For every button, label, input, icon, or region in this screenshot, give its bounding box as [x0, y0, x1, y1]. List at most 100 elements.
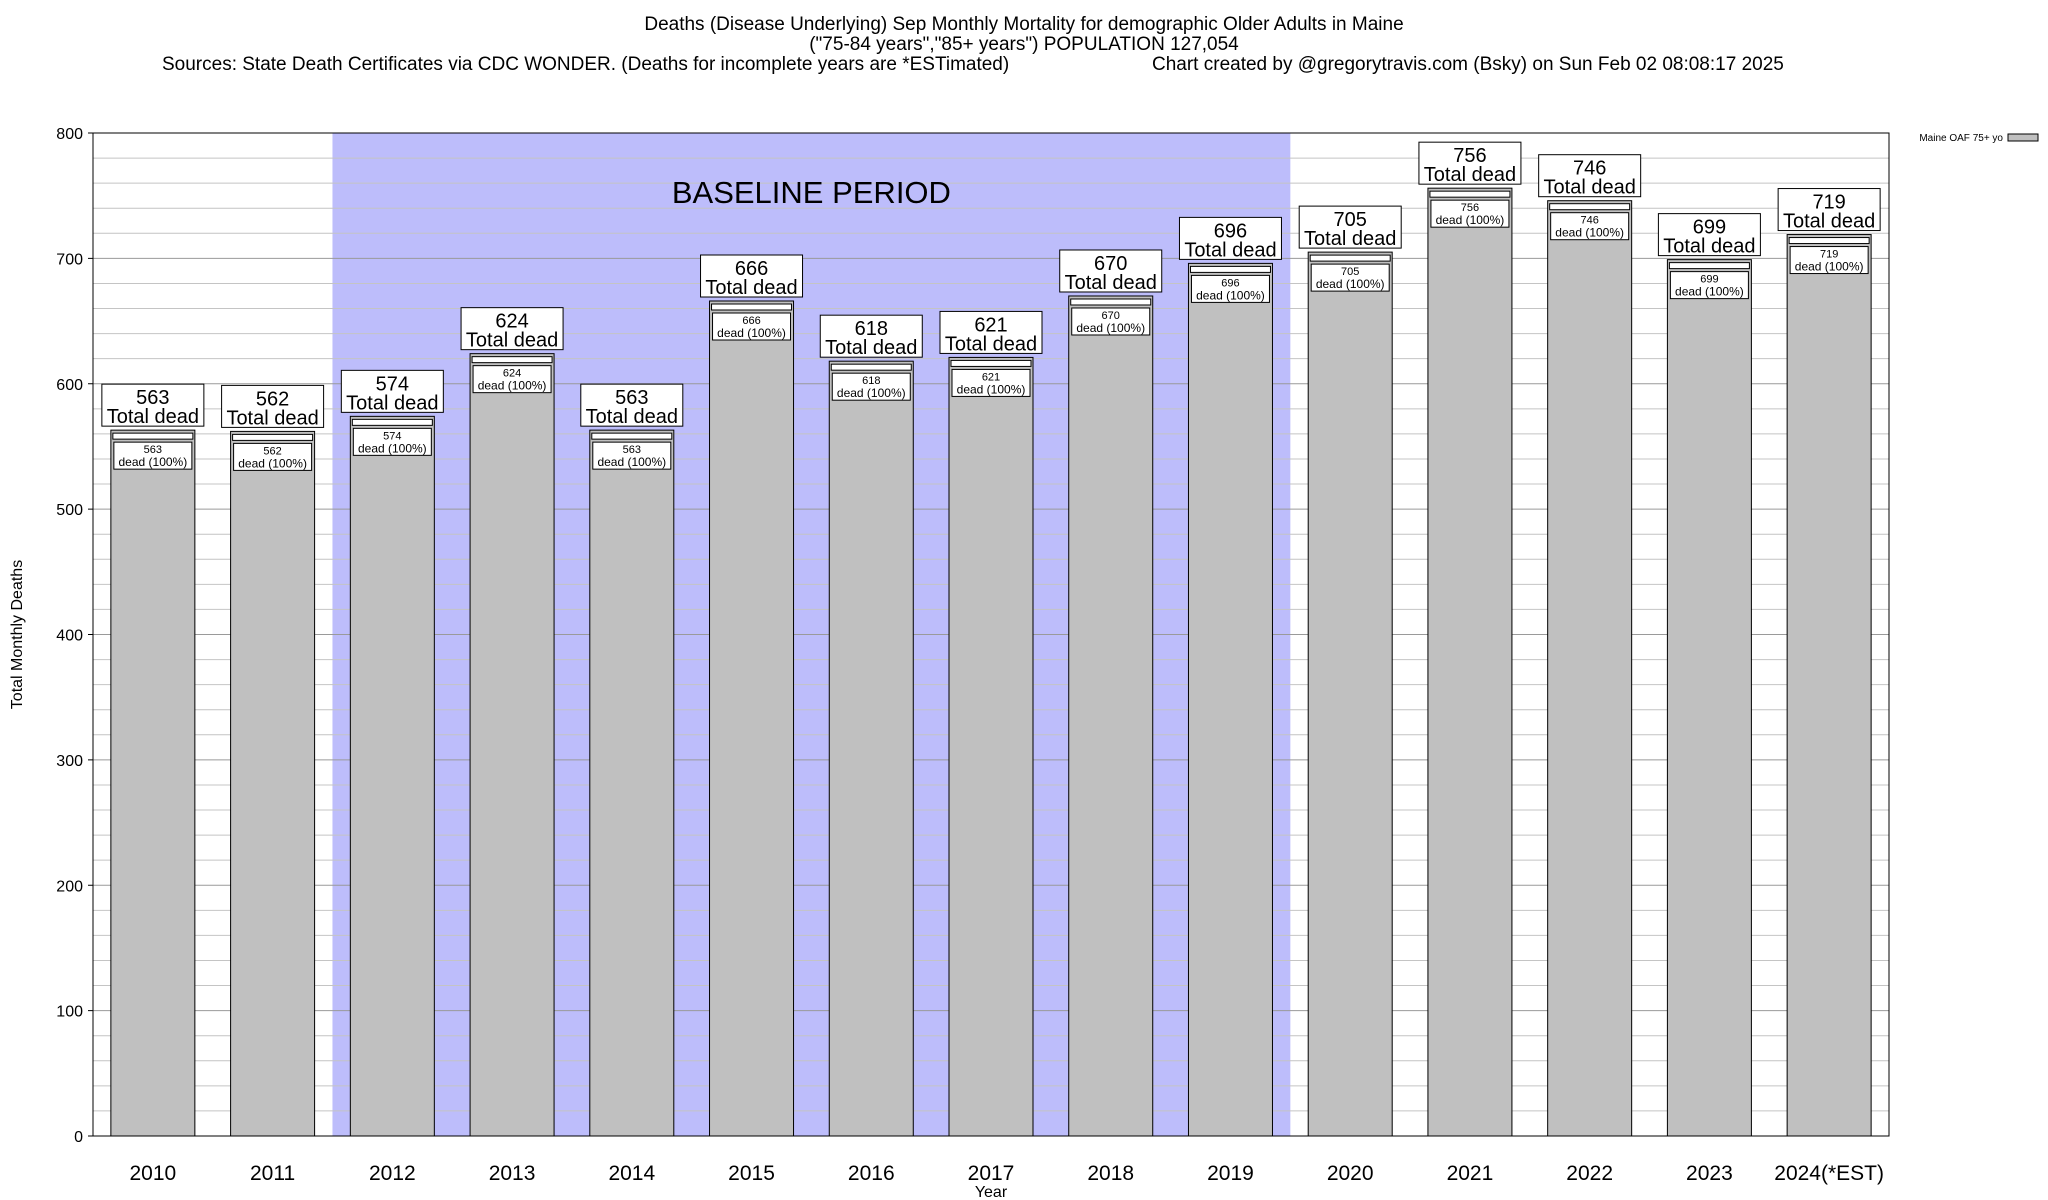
- total-label-box: [1059, 249, 1163, 293]
- inner-label-box: [831, 372, 911, 401]
- inner-value-label: 624: [503, 368, 521, 380]
- chart-subtitle: ("75-84 years","85+ years") POPULATION 1…: [809, 34, 1239, 55]
- bar-2023: [1666, 259, 1752, 1137]
- bar-2019: [1187, 262, 1273, 1137]
- inner-pct-label: dead (100%): [957, 382, 1026, 396]
- bar-2012: [349, 415, 435, 1137]
- x-tick-label: 2012: [369, 1162, 416, 1185]
- total-label-box: [819, 314, 923, 358]
- bar-2014: [589, 429, 675, 1137]
- inner-pct-label: dead (100%): [478, 379, 547, 393]
- inner-value-label: 666: [742, 315, 760, 327]
- bar-2011: [230, 430, 316, 1137]
- total-value-label: 574: [376, 373, 409, 395]
- bar-cap: [950, 359, 1032, 367]
- baseline-period-label: BASELINE PERIOD: [672, 175, 951, 210]
- total-value-label: 670: [1094, 253, 1127, 275]
- x-tick-label: 2015: [728, 1162, 775, 1185]
- inner-label-box: [1789, 246, 1869, 275]
- total-value-label: 719: [1812, 192, 1845, 214]
- inner-value-label: 756: [1461, 202, 1479, 214]
- total-dead-label: Total dead: [107, 406, 199, 428]
- bar-cap: [1788, 237, 1870, 245]
- y-tick-label: 300: [56, 753, 83, 770]
- total-value-label: 563: [136, 387, 169, 409]
- inner-value-label: 563: [144, 444, 162, 456]
- inner-pct-label: dead (100%): [1436, 213, 1505, 227]
- total-value-label: 563: [615, 387, 648, 409]
- x-tick-label: 2018: [1087, 1162, 1134, 1185]
- total-value-label: 618: [855, 318, 888, 340]
- inner-label-box: [1430, 199, 1510, 228]
- bar-2010: [110, 429, 196, 1137]
- inner-pct-label: dead (100%): [837, 386, 906, 400]
- total-dead-label: Total dead: [1663, 236, 1755, 258]
- total-value-label: 624: [495, 311, 528, 333]
- inner-label-box: [1669, 271, 1749, 300]
- x-tick-label: 2020: [1327, 1162, 1374, 1185]
- bar-cap: [830, 363, 912, 371]
- x-tick-label: 2013: [489, 1162, 536, 1185]
- bar-cap: [1309, 254, 1391, 262]
- bar-cap: [1429, 190, 1511, 198]
- total-label-box: [1298, 205, 1402, 249]
- total-value-label: 746: [1573, 158, 1606, 180]
- bar-cap: [471, 356, 553, 364]
- source-note: Sources: State Death Certificates via CD…: [162, 54, 1010, 75]
- bar-cap: [351, 418, 433, 426]
- x-tick-label: 2017: [968, 1162, 1015, 1185]
- bar-cap: [1189, 265, 1271, 273]
- bar-cap: [1668, 262, 1750, 270]
- total-dead-label: Total dead: [466, 330, 558, 352]
- total-value-label: 621: [974, 314, 1007, 336]
- total-dead-label: Total dead: [825, 337, 917, 359]
- chart-title: Deaths (Disease Underlying) Sep Monthly …: [644, 14, 1404, 35]
- bar-2022: [1547, 200, 1633, 1137]
- inner-pct-label: dead (100%): [717, 326, 786, 340]
- x-tick-label: 2022: [1566, 1162, 1613, 1185]
- total-value-label: 699: [1693, 217, 1726, 239]
- inner-pct-label: dead (100%): [119, 455, 188, 469]
- total-label-box: [460, 307, 564, 351]
- y-tick-label: 700: [56, 251, 83, 268]
- bar-cap: [232, 433, 314, 441]
- total-value-label: 756: [1453, 145, 1486, 167]
- inner-value-label: 562: [263, 445, 281, 457]
- inner-pct-label: dead (100%): [1795, 260, 1864, 274]
- x-tick-label: 2019: [1207, 1162, 1254, 1185]
- total-label-box: [340, 369, 444, 413]
- bar-2021: [1427, 187, 1513, 1137]
- bar-cap: [1070, 298, 1152, 306]
- bar-2017: [948, 356, 1034, 1137]
- total-value-label: 562: [256, 388, 289, 410]
- inner-value-label: 719: [1820, 249, 1838, 261]
- total-label-box: [1538, 154, 1642, 198]
- inner-label-box: [951, 368, 1031, 397]
- inner-value-label: 574: [383, 430, 401, 442]
- x-tick-label: 2024(*EST): [1774, 1162, 1884, 1185]
- y-tick-label: 600: [56, 377, 83, 394]
- inner-value-label: 696: [1221, 277, 1239, 289]
- x-tick-label: 2016: [848, 1162, 895, 1185]
- y-tick-label: 200: [56, 878, 83, 895]
- inner-label-box: [233, 442, 313, 471]
- bar-cap: [591, 432, 673, 440]
- total-value-label: 666: [735, 258, 768, 280]
- inner-value-label: 618: [862, 375, 880, 387]
- total-dead-label: Total dead: [1783, 211, 1875, 233]
- x-tick-label: 2011: [250, 1162, 295, 1185]
- total-label-box: [700, 254, 804, 298]
- inner-pct-label: dead (100%): [597, 455, 666, 469]
- bar-2015: [709, 300, 795, 1137]
- total-label-box: [580, 383, 684, 427]
- inner-pct-label: dead (100%): [1196, 288, 1265, 302]
- y-axis-label: Total Monthly Deaths: [9, 560, 26, 709]
- total-value-label: 696: [1214, 220, 1247, 242]
- total-label-box: [1418, 141, 1522, 185]
- bar-cap: [1549, 203, 1631, 211]
- total-dead-label: Total dead: [226, 407, 318, 429]
- inner-value-label: 621: [982, 371, 1000, 383]
- total-label-box: [1657, 213, 1761, 257]
- inner-value-label: 699: [1700, 274, 1718, 286]
